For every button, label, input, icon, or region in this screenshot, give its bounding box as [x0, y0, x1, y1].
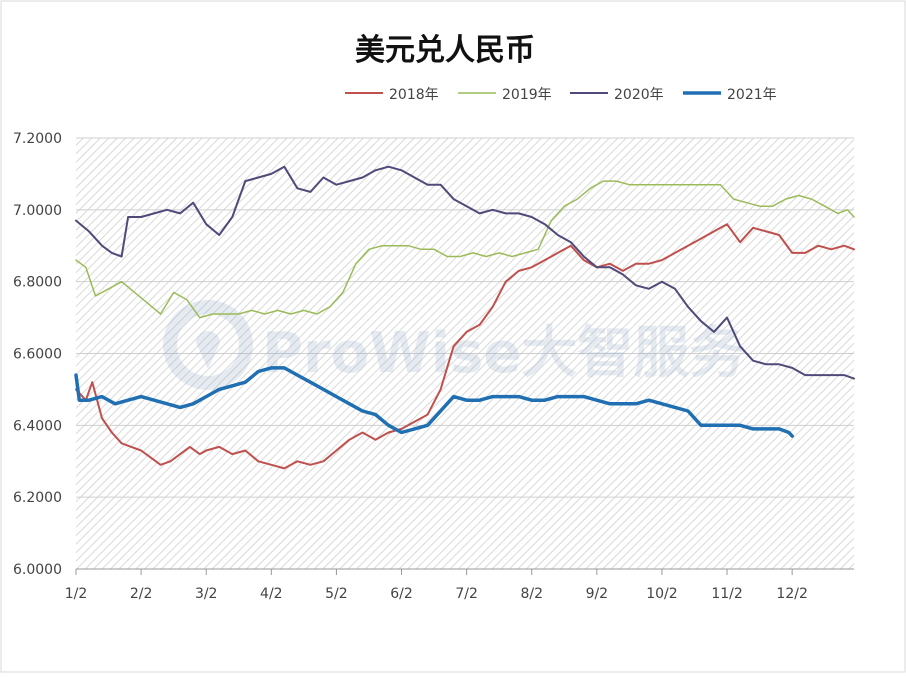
series-line-2 [75, 180, 855, 319]
y-tick-label: 6.6000 [13, 347, 62, 363]
x-tick-label: 12/2 [776, 586, 807, 602]
legend-label: 2020年 [614, 87, 664, 103]
y-axis: 7.2000 7.0000 6.8000 6.6000 6.4000 6.2000 6.00… [13, 131, 62, 578]
y-tick-label: 6.4000 [13, 418, 62, 434]
x-tick-label: 9/2 [586, 586, 609, 602]
x-tick-label: 5/2 [325, 586, 348, 602]
legend: 2018年 2019年 2020年 2021年 [345, 87, 777, 103]
x-tick-label: 4/2 [260, 586, 283, 602]
watermark-logo-icon [163, 300, 253, 390]
x-tick-label: 2/2 [130, 586, 153, 602]
y-tick-label: 6.2000 [13, 490, 62, 506]
legend-label: 2021年 [727, 87, 777, 103]
x-tick-label: 1/2 [65, 586, 88, 602]
series-line-3 [75, 165, 855, 380]
legend-label: 2018年 [389, 87, 439, 103]
x-axis: 1/2 2/2 3/2 4/2 5/2 6/2 7/2 8/2 9/2 10/2 11/2 12/2 [65, 568, 854, 602]
y-tick-label: 7.0000 [13, 203, 62, 219]
x-tick-label: 7/2 [455, 586, 478, 602]
y-tick-label: 7.2000 [13, 131, 62, 147]
y-tick-label: 6.8000 [13, 275, 62, 291]
legend-item: 2020年 [570, 87, 664, 103]
series-layer [74, 165, 855, 470]
y-tick-label: 6.0000 [13, 562, 62, 578]
x-tick-label: 6/2 [390, 586, 413, 602]
series-line-1 [75, 223, 855, 470]
x-tick-label: 10/2 [646, 586, 677, 602]
x-tick-label: 3/2 [195, 586, 218, 602]
x-tick-label: 8/2 [520, 586, 543, 602]
chart-title: 美元兑人民币 [355, 33, 535, 68]
series-line-4 [74, 366, 794, 438]
legend-item: 2021年 [683, 87, 777, 103]
legend-item: 2019年 [458, 87, 552, 103]
legend-item: 2018年 [345, 87, 439, 103]
x-tick-label: 11/2 [711, 586, 742, 602]
watermark: ProWise大智服务 [163, 300, 745, 390]
legend-label: 2019年 [502, 87, 552, 103]
watermark-text: ProWise大智服务 [262, 321, 745, 386]
